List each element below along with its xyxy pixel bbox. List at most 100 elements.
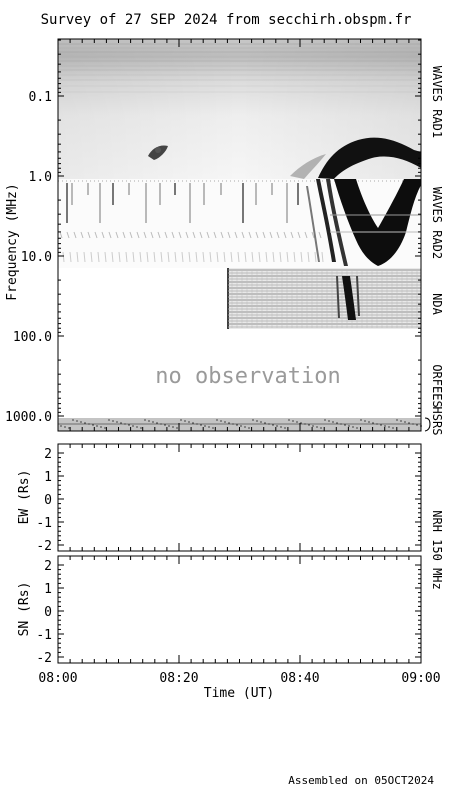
rad1-burst-main bbox=[318, 137, 421, 179]
rad2-speck bbox=[223, 251, 226, 263]
rad2-speck bbox=[87, 231, 91, 239]
rad2-speck bbox=[248, 231, 252, 239]
rad2-speck bbox=[220, 231, 224, 239]
rad2-speck bbox=[258, 251, 261, 263]
rad2-speck bbox=[283, 231, 287, 239]
y-tick-label: 100.0 bbox=[13, 330, 52, 345]
rad2-speck bbox=[192, 231, 196, 239]
no-observation-label: no observation bbox=[155, 364, 340, 389]
rad2-speck bbox=[132, 251, 135, 263]
rad2-speck bbox=[178, 231, 182, 239]
rad2-speck bbox=[83, 251, 86, 263]
rad2-speck bbox=[272, 251, 275, 263]
chart-title: Survey of 27 SEP 2024 from secchirh.obsp… bbox=[41, 12, 412, 28]
rad2-speck bbox=[216, 251, 219, 263]
rad2-speck bbox=[265, 251, 268, 263]
rad2-speck bbox=[321, 251, 324, 263]
rad2-speck bbox=[209, 251, 212, 263]
ew-y-ticks: 2 1 0 -1 -2 bbox=[36, 447, 421, 554]
rad2-speck bbox=[293, 251, 296, 263]
instrument-label-nda: NDA bbox=[430, 293, 444, 315]
rs-tick-label: -2 bbox=[36, 539, 52, 554]
sn-y-ticks: 2 1 0 -1 -2 bbox=[36, 559, 421, 666]
rs-tick-label: 0 bbox=[44, 605, 52, 620]
instrument-label-rad1: WAVES RAD1 bbox=[430, 66, 444, 138]
ew-frame bbox=[57, 443, 422, 552]
rad2-speck bbox=[251, 251, 254, 263]
rad2-speck bbox=[76, 251, 79, 263]
rs-tick-label: 1 bbox=[44, 470, 52, 485]
rad2-burst-thin-3 bbox=[306, 186, 320, 262]
rad2-speck bbox=[174, 251, 177, 263]
rad2-speck bbox=[104, 251, 107, 263]
rad2-speck bbox=[129, 231, 133, 239]
rad2-spikes bbox=[59, 183, 324, 263]
x-tick-label: 08:20 bbox=[159, 671, 198, 686]
rad2-speck bbox=[311, 231, 315, 239]
y-tick-label: 1000.0 bbox=[5, 410, 52, 425]
instrument-label-orfees: ORFEES bbox=[430, 364, 444, 407]
rad2-speck bbox=[94, 231, 98, 239]
rad2-speck bbox=[255, 231, 259, 239]
rs-tick-label: -1 bbox=[36, 628, 52, 643]
y-tick-label: 0.1 bbox=[29, 90, 52, 105]
rad2-speck bbox=[171, 231, 175, 239]
rad1-streaks bbox=[58, 43, 421, 93]
rad2-speck bbox=[136, 231, 140, 239]
rad2-speck bbox=[213, 231, 217, 239]
nda-band bbox=[228, 268, 421, 329]
rad2-speck bbox=[230, 251, 233, 263]
rad2-speck bbox=[62, 251, 65, 263]
assembled-note: Assembled on 05OCT2024 bbox=[288, 774, 434, 787]
rs-tick-label: 1 bbox=[44, 582, 52, 597]
rs-tick-label: -2 bbox=[36, 651, 52, 666]
rad2-speck bbox=[69, 251, 72, 263]
rs-tick-label: 0 bbox=[44, 493, 52, 508]
rad2-speck bbox=[139, 251, 142, 263]
rad1-burst-faint bbox=[290, 154, 326, 179]
rad2-speck bbox=[297, 231, 301, 239]
rad2-speck bbox=[188, 251, 191, 263]
rad2-speck bbox=[241, 231, 245, 239]
y-tick-label: 1.0 bbox=[29, 170, 52, 185]
rad2-speck bbox=[286, 251, 289, 263]
rad2-speck bbox=[202, 251, 205, 263]
ew-y-axis-label: EW (Rs) bbox=[17, 470, 32, 525]
nda-burst bbox=[342, 276, 356, 320]
rs-tick-label: 2 bbox=[44, 559, 52, 574]
x-axis-label: Time (UT) bbox=[204, 686, 274, 701]
rad2-speck bbox=[290, 231, 294, 239]
rad2-speck bbox=[276, 231, 280, 239]
x-tick-label: 09:00 bbox=[401, 671, 440, 686]
rad2-speck bbox=[314, 251, 317, 263]
rad2-speck bbox=[167, 251, 170, 263]
rad2-speck bbox=[279, 251, 282, 263]
rad2-speck bbox=[73, 231, 77, 239]
rs-tick-label: 2 bbox=[44, 447, 52, 462]
hsrs-bracket bbox=[424, 417, 431, 432]
rad2-speck bbox=[227, 231, 231, 239]
sn-x-ticks bbox=[57, 556, 422, 663]
x-tick-label: 08:40 bbox=[280, 671, 319, 686]
rad2-speck bbox=[206, 231, 210, 239]
rad2-speck bbox=[115, 231, 119, 239]
rad2-speck bbox=[80, 231, 84, 239]
rad2-speck bbox=[101, 231, 105, 239]
rad2-speck bbox=[262, 231, 266, 239]
rad2-speck bbox=[160, 251, 163, 263]
instrument-label-hsrs: HSRS bbox=[430, 407, 444, 436]
rad2-speck bbox=[118, 251, 121, 263]
rad2-speck bbox=[269, 231, 273, 239]
rad2-speck bbox=[304, 231, 308, 239]
rad2-speck bbox=[125, 251, 128, 263]
rad2-burst-main bbox=[334, 179, 421, 266]
nrh-instrument-label: NRH 150 MHz bbox=[430, 510, 444, 589]
rad2-speck bbox=[164, 231, 168, 239]
rad2-speck bbox=[122, 231, 126, 239]
rs-tick-label: -1 bbox=[36, 516, 52, 531]
rad2-burst-thin-2 bbox=[326, 179, 348, 266]
hsrs-noise bbox=[58, 419, 422, 429]
instrument-label-rad2: WAVES RAD2 bbox=[430, 187, 444, 259]
